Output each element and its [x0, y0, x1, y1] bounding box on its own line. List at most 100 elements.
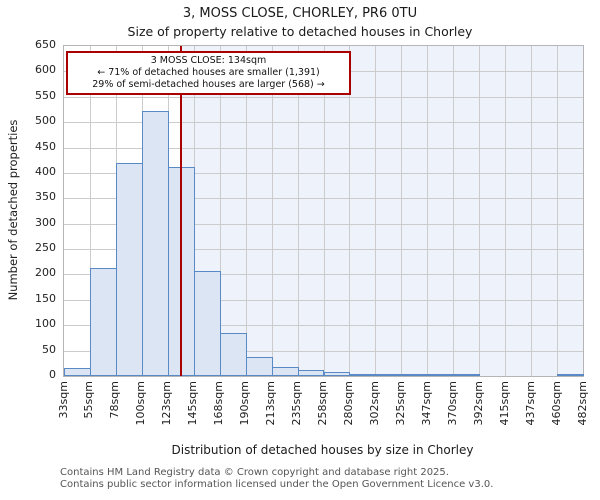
- x-tick-text: 482sqm: [575, 381, 589, 426]
- marker-annotation: 3 MOSS CLOSE: 134sqm ← 71% of detached h…: [66, 51, 351, 95]
- histogram-bar: [349, 373, 377, 376]
- y-tick-label: 450: [35, 139, 56, 153]
- grid-line-vertical: [349, 46, 351, 376]
- y-tick-label: 600: [35, 63, 56, 77]
- x-tick-label: 302sqm: [366, 381, 382, 425]
- histogram-bar: [375, 374, 403, 376]
- y-tick-label: 100: [35, 317, 56, 331]
- histogram-bar: [453, 374, 481, 376]
- x-tick-label: 482sqm: [574, 381, 590, 425]
- annotation-smaller-stat: ← 71% of detached houses are smaller (1,…: [97, 67, 320, 78]
- y-tick-label: 350: [35, 190, 56, 204]
- x-tick-text: 78sqm: [108, 381, 122, 419]
- x-tick-label: 415sqm: [496, 381, 512, 425]
- x-tick-label: 33sqm: [55, 381, 71, 418]
- histogram-bar: [427, 374, 455, 376]
- x-tick-text: 280sqm: [341, 381, 355, 426]
- footer-line-2: Contains public sector information licen…: [60, 478, 494, 490]
- grid-line-vertical: [297, 46, 299, 376]
- x-tick-label: 460sqm: [548, 381, 564, 425]
- grid-line-vertical: [401, 46, 403, 376]
- x-tick-text: 258sqm: [316, 381, 329, 426]
- x-tick-text: 347sqm: [419, 381, 433, 426]
- histogram-bar: [115, 162, 143, 376]
- x-tick-text: 33sqm: [56, 381, 70, 419]
- shaded-region-larger: [180, 46, 583, 376]
- histogram-bar: [323, 372, 351, 376]
- x-tick-text: 168sqm: [212, 381, 226, 426]
- x-tick-text: 55sqm: [82, 381, 96, 419]
- y-tick-label: 150: [35, 291, 56, 305]
- plot-area: 3 MOSS CLOSE: 134sqm ← 71% of detached h…: [63, 45, 584, 377]
- x-tick-label: 392sqm: [470, 381, 486, 425]
- chart-title: 3, MOSS CLOSE, CHORLEY, PR6 0TU: [182, 6, 418, 21]
- annotation-property-size: 3 MOSS CLOSE: 134sqm: [150, 55, 267, 66]
- x-tick-text: 325sqm: [393, 381, 407, 426]
- histogram-bar: [219, 332, 247, 376]
- x-tick-text: 123sqm: [160, 381, 174, 426]
- annotation-larger-stat: 29% of semi-detached houses are larger (…: [92, 79, 325, 90]
- x-tick-text: 190sqm: [238, 381, 252, 426]
- y-tick-label: 650: [35, 38, 56, 51]
- histogram-bar: [557, 374, 584, 376]
- x-tick-label: 100sqm: [133, 381, 149, 425]
- x-tick-text: 213sqm: [264, 381, 278, 426]
- x-tick-text: 392sqm: [471, 381, 485, 426]
- y-tick-label: 200: [35, 266, 56, 280]
- histogram-bar: [271, 367, 299, 376]
- grid-line-vertical: [479, 46, 481, 376]
- histogram-bar: [297, 369, 325, 376]
- y-tick-label: 250: [35, 241, 56, 255]
- chart-subtitle: Size of property relative to detached ho…: [127, 24, 473, 39]
- histogram-bar: [245, 356, 273, 376]
- x-tick-label: 258sqm: [315, 381, 331, 425]
- grid-line-vertical: [453, 46, 455, 376]
- x-tick-text: 145sqm: [186, 381, 200, 426]
- x-tick-label: 370sqm: [444, 381, 460, 425]
- x-tick-label: 168sqm: [211, 381, 227, 425]
- x-tick-label: 280sqm: [340, 381, 356, 425]
- x-tick-label: 55sqm: [81, 381, 97, 418]
- grid-line-vertical: [531, 46, 533, 376]
- x-tick-text: 235sqm: [290, 381, 304, 426]
- x-tick-text: 415sqm: [497, 381, 511, 426]
- grid-line-vertical: [427, 46, 429, 376]
- x-tick-text: 437sqm: [523, 381, 537, 426]
- grid-line-vertical: [89, 46, 91, 376]
- x-tick-label: 235sqm: [289, 381, 305, 425]
- y-tick-label: 50: [42, 342, 56, 356]
- x-tick-label: 78sqm: [107, 381, 123, 418]
- x-tick-label: 347sqm: [418, 381, 434, 425]
- x-tick-label: 325sqm: [392, 381, 408, 425]
- footer: Contains HM Land Registry data © Crown c…: [60, 467, 493, 490]
- histogram-bar: [64, 368, 91, 376]
- grid-line-vertical: [245, 46, 247, 376]
- x-tick-text: 100sqm: [134, 381, 148, 426]
- x-tick-label: 437sqm: [522, 381, 538, 425]
- grid-line-vertical: [505, 46, 507, 376]
- x-tick-text: 460sqm: [549, 381, 563, 426]
- marker-line: [179, 46, 182, 376]
- grid-line-vertical: [375, 46, 377, 376]
- y-tick-label: 550: [35, 88, 56, 102]
- histogram-bar: [193, 270, 221, 376]
- grid-line-vertical: [557, 46, 559, 376]
- y-tick-label: 400: [35, 164, 56, 178]
- x-tick-label: 213sqm: [263, 381, 279, 425]
- grid-line-vertical: [271, 46, 273, 376]
- x-axis-title: Distribution of detached houses by size …: [171, 443, 474, 457]
- x-tick-text: 370sqm: [445, 381, 459, 426]
- x-tick-label: 190sqm: [237, 381, 253, 425]
- footer-line-1: Contains HM Land Registry data © Crown c…: [60, 467, 449, 478]
- histogram-bar: [401, 374, 429, 376]
- grid-line-vertical: [323, 46, 325, 376]
- y-tick-label: 500: [35, 114, 56, 128]
- grid-line-vertical: [219, 46, 221, 376]
- histogram-bar: [141, 111, 169, 376]
- x-tick-text: 302sqm: [367, 381, 381, 426]
- y-tick-label: 0: [49, 368, 56, 381]
- histogram-bar: [89, 268, 117, 376]
- x-tick-label: 145sqm: [185, 381, 201, 425]
- x-tick-label: 123sqm: [159, 381, 175, 425]
